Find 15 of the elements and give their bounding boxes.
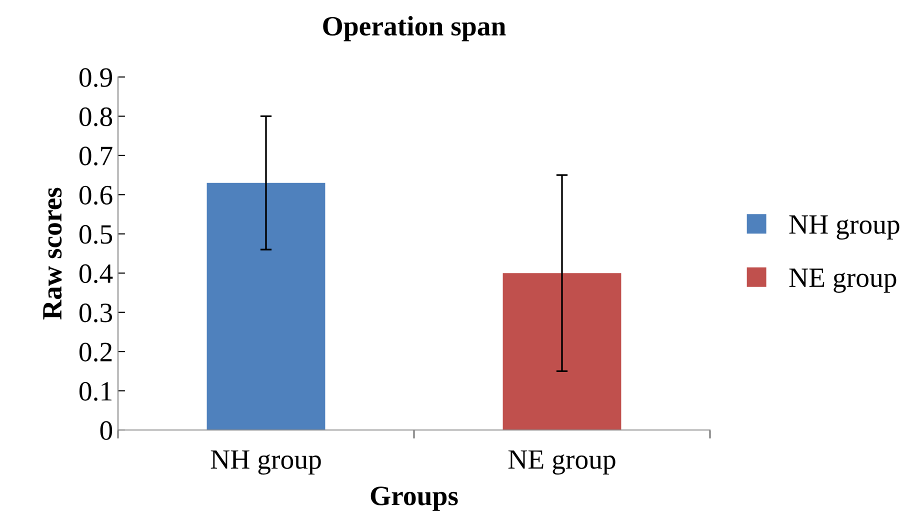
y-tick-label: 0.5 — [79, 225, 112, 244]
x-axis-title: Groups — [370, 486, 458, 511]
y-axis-title: Raw scores — [43, 188, 62, 320]
y-tick-label: 0.3 — [79, 304, 112, 322]
legend-label: NH group — [789, 215, 900, 240]
legend-label: NE group — [789, 268, 896, 293]
y-tick-label: 0.8 — [79, 107, 112, 126]
y-tick-label: 0.4 — [79, 264, 113, 284]
chart-title: Operation span — [323, 16, 506, 42]
y-tick-label: 0.2 — [79, 342, 112, 362]
y-tick-label: 0.7 — [79, 146, 112, 166]
y-tick-label: 0.9 — [79, 68, 112, 88]
y-tick-label: 0.6 — [79, 186, 112, 205]
y-tick-label: 0 — [100, 421, 112, 440]
y-tick-label: 0.1 — [79, 382, 112, 401]
